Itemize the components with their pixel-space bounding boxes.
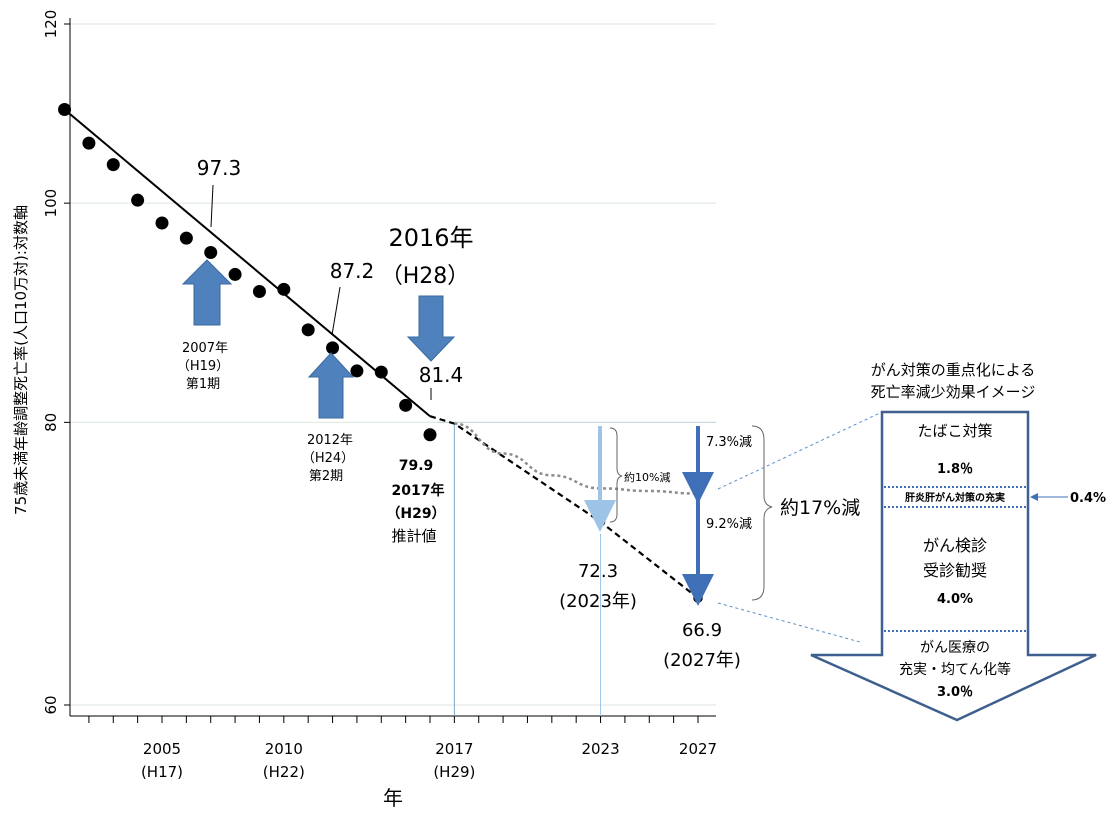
label-period1-name: 第1期 <box>186 377 220 392</box>
data-point-2008 <box>228 267 242 281</box>
hepatitis-value: 0.4% <box>1070 491 1106 506</box>
panel-title-line1: がん対策の重点化による <box>871 361 1036 379</box>
arrow-down-2016 <box>406 295 456 362</box>
connector-top <box>717 411 883 490</box>
label-period2-year: 2012年 <box>307 433 353 448</box>
label-72-3: 72.3 <box>578 561 618 582</box>
connector-bottom <box>717 602 861 643</box>
label-2016-year: 2016年 <box>388 224 473 252</box>
projection-dotted-line <box>454 422 699 495</box>
data-point-2007 <box>204 245 218 259</box>
label-estimate-value: 79.9 <box>399 458 434 474</box>
label-66-9-year: (2027年) <box>663 650 741 671</box>
x-tick-label-2017: 2017 <box>435 740 473 758</box>
data-point-2001 <box>58 102 72 116</box>
leader-87-2 <box>331 286 341 336</box>
data-point-2015 <box>399 398 413 412</box>
label-72-3-year: (2023年) <box>559 591 637 612</box>
data-point-2016 <box>423 428 437 442</box>
x-tick-sublabel-2010: (H22) <box>263 763 305 781</box>
screening-line1: がん検診 <box>923 536 987 555</box>
x-tick-label-2023: 2023 <box>581 740 619 758</box>
data-point-2011 <box>301 323 315 337</box>
care-value: 3.0％ <box>937 685 973 700</box>
label-estimate-year: 2017年 <box>392 482 445 499</box>
y-axis: 60 80 100 120 <box>42 10 71 716</box>
leader-97-3 <box>210 184 214 228</box>
label-estimate-note: 推計値 <box>391 527 436 545</box>
y-axis-label: 75歳未満年齢調整死亡率(人口10万対):対数軸 <box>12 205 30 515</box>
label-reduce-17pct: 約17%減 <box>780 497 860 519</box>
screening-value: 4.0% <box>937 592 973 607</box>
label-period2-heisei: （H24） <box>302 451 354 466</box>
y-tick-label-100: 100 <box>42 189 60 218</box>
x-axis-label: 年 <box>383 786 403 810</box>
trend-observed <box>63 108 431 418</box>
y-tick-label-60: 60 <box>42 695 60 714</box>
data-points <box>58 102 703 603</box>
label-87-2: 87.2 <box>330 259 375 283</box>
label-66-9: 66.9 <box>682 620 722 641</box>
label-2016-heisei: （H28） <box>381 264 470 289</box>
y-tick-label-80: 80 <box>42 413 60 432</box>
data-point-2006 <box>179 231 193 245</box>
label-reduce-9-2pct: 9.2%減 <box>706 516 752 532</box>
data-point-2009 <box>252 284 266 298</box>
tobacco-value: 1.8％ <box>937 462 973 477</box>
label-97-3: 97.3 <box>197 156 242 180</box>
care-line1: がん医療の <box>920 639 990 656</box>
panel-title-line2: 死亡率減少効果イメージ <box>871 383 1036 401</box>
reference-lines <box>437 421 716 716</box>
data-point-2013 <box>350 364 364 378</box>
data-point-2004 <box>131 193 145 207</box>
screening-line2: 受診勧奨 <box>923 561 987 580</box>
label-81-4: 81.4 <box>419 363 464 387</box>
hepatitis-label: 肝炎肝がん対策の充実 <box>905 491 1005 504</box>
effect-panel: がん対策の重点化による 死亡率減少効果イメージ たばこ対策 1.8％ 肝炎肝がん… <box>810 361 1106 722</box>
tobacco-label: たばこ対策 <box>917 422 992 440</box>
x-tick-label-2005: 2005 <box>143 740 181 758</box>
x-tick-label-2010: 2010 <box>265 740 303 758</box>
data-point-2010 <box>277 282 291 296</box>
label-estimate-heisei: （H29） <box>386 506 445 522</box>
arrow-up-2007 <box>181 259 233 326</box>
arrow-up-2012 <box>307 352 355 419</box>
x-tick-sublabel-2005: (H17) <box>141 763 183 781</box>
label-reduce-10pct: 約10%減 <box>624 470 670 484</box>
care-line2: 充実・均てん化等 <box>899 661 1011 678</box>
x-tick-label-2027: 2027 <box>679 740 717 758</box>
label-period1-heisei: （H19） <box>177 359 229 374</box>
brace-10pct <box>609 427 623 523</box>
brace-17pct <box>751 425 773 601</box>
x-tick-sublabel-2017: (H29) <box>433 763 475 781</box>
hepatitis-pointer-head <box>1030 493 1038 501</box>
trend-lines <box>63 108 699 599</box>
trend-projection <box>429 415 699 599</box>
projected-point-2023 <box>595 517 606 527</box>
data-point-2003 <box>106 158 120 172</box>
data-point-2002 <box>82 136 96 150</box>
data-point-2014 <box>374 365 388 379</box>
data-point-2012 <box>326 341 340 355</box>
label-period1-year: 2007年 <box>182 341 228 356</box>
label-period2-name: 第2期 <box>309 469 343 484</box>
effect-arrow-shape <box>810 410 1097 722</box>
x-axis: 2005 (H17) 2010 (H22) 2017 (H29) 2023 2027 <box>70 715 717 781</box>
y-tick-label-120: 120 <box>42 10 60 39</box>
projected-point-2027 <box>693 593 703 603</box>
data-point-2005 <box>155 216 169 230</box>
label-reduce-7-3pct: 7.3%減 <box>706 434 752 450</box>
